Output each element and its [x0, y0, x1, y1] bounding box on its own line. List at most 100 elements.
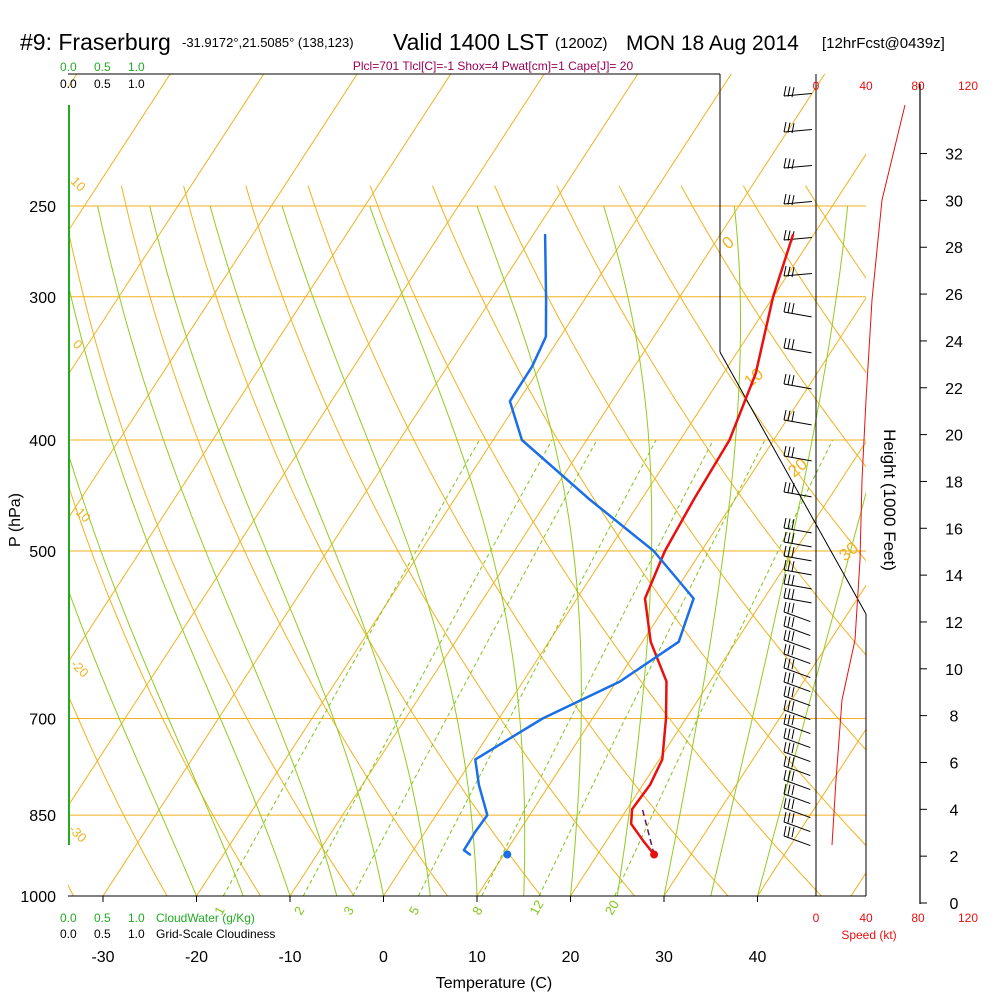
wind-barb: [783, 667, 811, 679]
wind-barb-flag: [791, 375, 795, 386]
isotherm: [68, 74, 171, 233]
wind-barb-flag: [791, 715, 795, 726]
wind-barb: [783, 455, 812, 462]
wind-barb-flag: [787, 798, 791, 809]
temp-tick-20: 20: [562, 949, 580, 966]
forecast-date: MON 18 Aug 2014: [626, 32, 799, 55]
height-tick-24: 24: [945, 334, 963, 351]
wind-barb-flag: [787, 658, 791, 669]
wind-barb-flag: [783, 531, 787, 543]
moist-adiabat: [68, 451, 244, 896]
mixing-ratio-line: [352, 439, 598, 896]
dry-adiabat: [120, 185, 448, 896]
moist-adiabat: [68, 281, 291, 896]
station-title: #9: Fraserburg: [20, 29, 171, 55]
isotherm: [68, 74, 452, 664]
wind-barb-flag: [791, 195, 795, 206]
wind-barb: [783, 695, 811, 707]
wind-barb: [783, 793, 811, 805]
wind-barb-flag: [787, 784, 791, 795]
wind-barb-flag: [791, 159, 795, 170]
wind-barb: [783, 569, 812, 576]
wind-barb-flag: [791, 687, 795, 698]
dry-adiabat: [494, 185, 866, 751]
wind-barb-flag: [791, 411, 795, 422]
isotherm: [68, 74, 78, 89]
wind-barb: [783, 653, 811, 665]
wind-barb-flag: [787, 446, 791, 457]
wind-barb: [783, 541, 812, 548]
height-tick-16: 16: [945, 521, 963, 538]
dry-adiabat: [431, 185, 866, 847]
wind-barb-flag: [787, 266, 791, 277]
wind-barb-flag: [783, 755, 787, 767]
temp-tick-30: 30: [655, 949, 673, 966]
y-axis-title: P (hPa): [7, 493, 24, 547]
bot-cl-2: 1.0: [128, 927, 145, 941]
bot-cl-1: 0.5: [94, 927, 111, 941]
wind-barb-flag: [783, 301, 787, 313]
dry-adiabat: [556, 185, 866, 656]
moist-adiabat: [476, 205, 582, 896]
wind-barb: [783, 311, 812, 318]
wind-barb-flag: [787, 230, 791, 241]
wind-barb-flag: [783, 797, 787, 809]
wind-barb-flag: [787, 812, 791, 823]
utc-time: (1200Z): [555, 35, 608, 52]
dry-adiabat: [930, 186, 1000, 896]
dry-adiabat: [245, 185, 635, 896]
wind-barb: [783, 779, 811, 791]
wind-barb-flag: [787, 826, 791, 837]
wind-barb-flag: [783, 643, 787, 655]
wind-barb-flag: [787, 686, 791, 697]
top-cl-1: 0.5: [94, 77, 111, 91]
wind-barb-flag: [783, 587, 787, 599]
pressure-tick-300: 300: [29, 290, 56, 307]
wind-barb-flag: [791, 447, 795, 458]
wind-barb-flag: [791, 785, 795, 796]
wind-barb-flag: [791, 575, 795, 586]
isotherm: [289, 74, 826, 896]
dry-adiabat: [68, 693, 168, 896]
wind-barb-flag: [791, 799, 795, 810]
mixing-ratio-line: [614, 439, 834, 896]
speed-top-1: 40: [859, 79, 873, 93]
isotherm: [757, 728, 866, 896]
wind-barb-flag: [791, 813, 795, 824]
wind-barb-flag: [787, 728, 791, 739]
station-coords: -31.9172°,21.5085° (138,123): [182, 35, 354, 50]
wind-barb-flag: [787, 194, 791, 205]
wind-barb-flag: [783, 811, 787, 823]
speed-bot-3: 120: [958, 911, 978, 925]
top-cl-2: 1.0: [128, 77, 145, 91]
mixing-ratio-label-2: 2: [291, 904, 308, 918]
wind-barb-flag: [787, 518, 791, 529]
wind-barb-flag: [791, 659, 795, 670]
mixing-ratio-label-12: 12: [526, 897, 546, 917]
wind-barb-flag: [783, 769, 787, 781]
wind-barb: [783, 723, 811, 735]
cloudwater-label: CloudWater (g/Kg): [156, 911, 255, 925]
wind-barb: [783, 347, 812, 354]
pressure-tick-850: 850: [29, 808, 56, 825]
wind-barb-flag: [783, 601, 787, 613]
wind-barb-flag: [783, 409, 787, 421]
pressure-tick-500: 500: [29, 544, 56, 561]
isotherm: [196, 74, 732, 896]
wind-barb-flag: [783, 445, 787, 457]
wind-barb-flag: [783, 121, 787, 133]
bottom-cloud-scale: 0.0 0.5 1.0 CloudWater (g/Kg) 0.0 0.5 1.…: [60, 911, 275, 941]
mixing-ratio-label-5: 5: [406, 904, 423, 918]
height-tick-28: 28: [945, 240, 963, 257]
wind-barb-flag: [787, 672, 791, 683]
dry-adiabat: [307, 185, 729, 896]
top-cw-2: 1.0: [128, 60, 145, 74]
dewpoint-line: [462, 233, 695, 856]
mixing-ratio-label-20: 20: [602, 897, 622, 917]
surface-temperature-marker: [650, 850, 659, 859]
temp-tick-0: 0: [379, 949, 388, 966]
wind-barb-flag: [783, 517, 787, 529]
wind-barb-flag: [783, 783, 787, 795]
